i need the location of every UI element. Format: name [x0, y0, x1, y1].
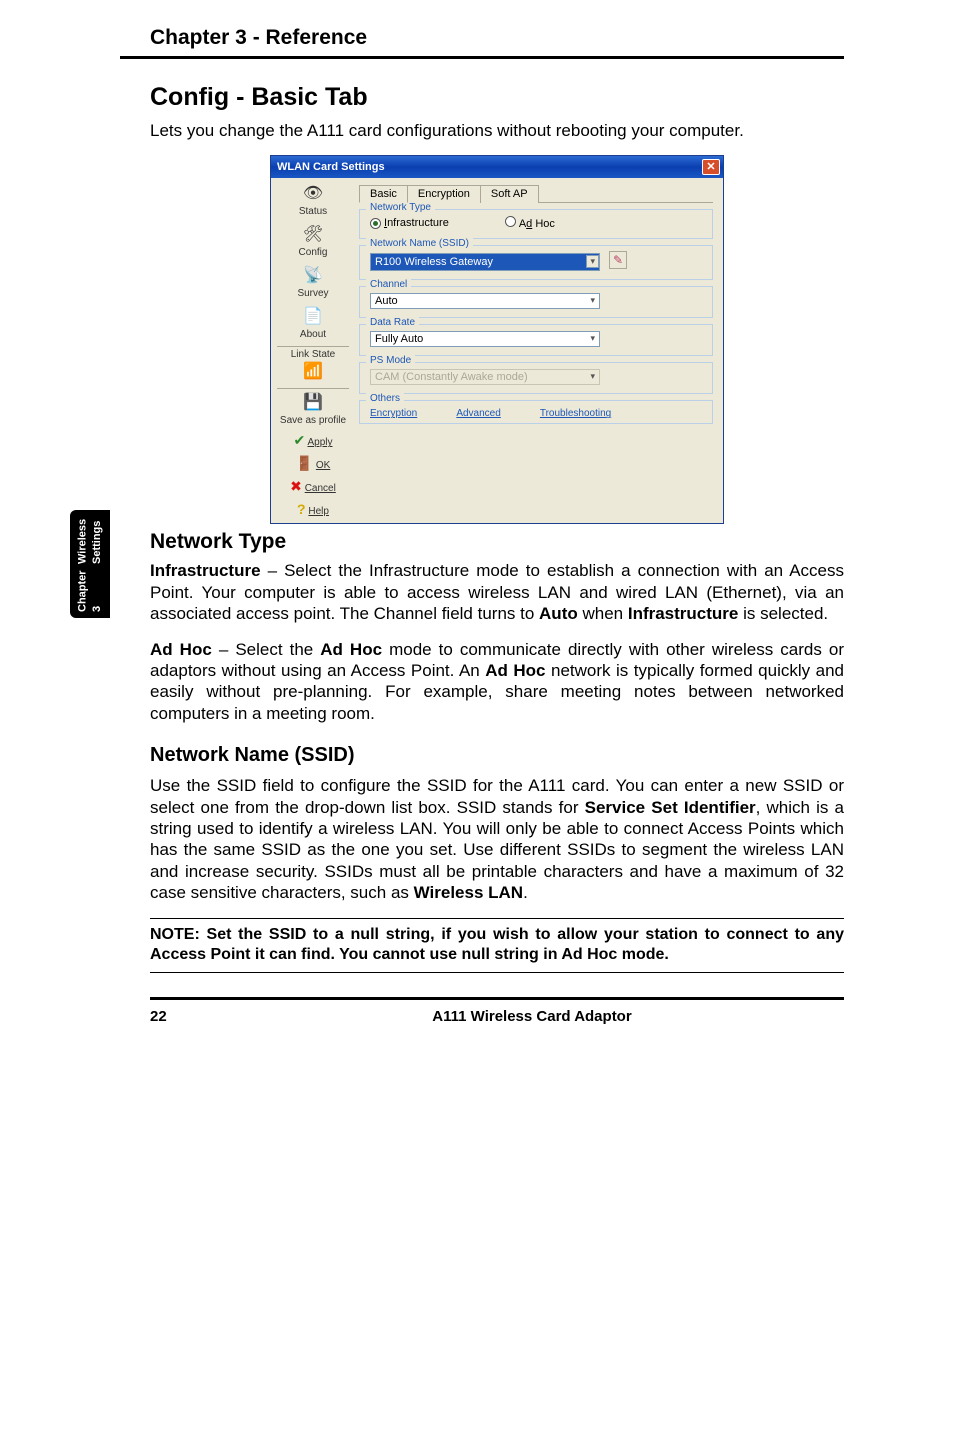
ssid-combo[interactable]: R100 Wireless Gateway▾ — [370, 253, 600, 271]
group-datarate: Data Rate Fully Auto▾ — [359, 324, 713, 356]
about-icon: 📄 — [300, 305, 326, 327]
sidebar-label: Status — [271, 206, 355, 217]
heading-ssid: Network Name (SSID) — [150, 744, 844, 767]
save-icon: 💾 — [300, 391, 326, 413]
para-infrastructure: Infrastructure – Select the Infrastructu… — [150, 560, 844, 624]
radio-icon — [370, 218, 381, 229]
sidebar-label: Config — [271, 247, 355, 258]
chevron-down-icon: ▾ — [590, 333, 595, 344]
sidebar-label: OK — [316, 460, 330, 471]
sidebar-item-help[interactable]: ? Help — [271, 501, 355, 517]
chevron-down-icon: ▾ — [590, 371, 595, 382]
radio-icon — [505, 216, 516, 227]
channel-combo[interactable]: Auto▾ — [370, 293, 600, 309]
legend: PS Mode — [366, 355, 415, 366]
tab-basic[interactable]: Basic — [359, 185, 408, 203]
tab-softap[interactable]: Soft AP — [480, 185, 539, 203]
side-tab: Chapter 3 Wireless Settings — [70, 510, 110, 618]
wlan-sidebar: 👁 Status 🛠 Config 📡 Survey 📄 About Link Stat… — [271, 178, 355, 523]
config-icon: 🛠 — [300, 223, 326, 245]
link-troubleshooting[interactable]: Troubleshooting — [540, 408, 611, 419]
sidebar-label: Survey — [271, 288, 355, 299]
close-icon[interactable]: ✕ — [702, 159, 720, 175]
para-ssid: Use the SSID field to configure the SSID… — [150, 775, 844, 903]
sidebar-item-config[interactable]: 🛠 Config — [271, 223, 355, 258]
sidebar-label: Help — [308, 506, 329, 517]
note-text: NOTE: Set the SSID to a null string, if … — [150, 925, 844, 966]
wlan-window: WLAN Card Settings ✕ 👁 Status 🛠 Config 📡 Su… — [270, 155, 724, 524]
group-ssid: Network Name (SSID) R100 Wireless Gatewa… — [359, 245, 713, 280]
wlan-title: WLAN Card Settings — [277, 161, 385, 173]
sidebar-item-apply[interactable]: ✔ Apply — [271, 432, 355, 449]
linkstate-label: Link State — [271, 349, 355, 360]
page-number: 22 — [150, 1008, 220, 1025]
side-tab-l2: Wireless Settings — [76, 516, 105, 564]
chevron-down-icon: ▾ — [590, 295, 595, 306]
legend: Network Type — [366, 202, 435, 213]
legend: Data Rate — [366, 317, 419, 328]
section-title: Config - Basic Tab — [150, 83, 844, 112]
link-encryption[interactable]: Encryption — [370, 408, 417, 419]
tab-encryption[interactable]: Encryption — [407, 185, 481, 203]
group-channel: Channel Auto▾ — [359, 286, 713, 318]
sidebar-label: About — [271, 329, 355, 340]
sidebar-item-cancel[interactable]: ✖ Cancel — [271, 478, 355, 495]
sidebar-item-survey[interactable]: 📡 Survey — [271, 264, 355, 299]
sidebar-label: Cancel — [305, 483, 336, 494]
sidebar-label: Apply — [307, 437, 332, 448]
sidebar-item-about[interactable]: 📄 About — [271, 305, 355, 340]
chapter-header: Chapter 3 - Reference — [120, 26, 844, 59]
group-psmode: PS Mode CAM (Constantly Awake mode)▾ — [359, 362, 713, 394]
wlan-titlebar: WLAN Card Settings ✕ — [271, 156, 723, 178]
link-advanced[interactable]: Advanced — [456, 408, 500, 419]
sidebar-linkstate: Link State📶 — [271, 349, 355, 382]
section-intro: Lets you change the A111 card configurat… — [150, 120, 844, 141]
cancel-icon: ✖ — [290, 478, 302, 494]
sidebar-item-save[interactable]: 💾 Save as profile — [271, 391, 355, 426]
group-network-type: Network Type IInfrastructurenfrastructur… — [359, 209, 713, 239]
chevron-down-icon: ▾ — [586, 255, 599, 268]
page-footer: 22 A111 Wireless Card Adaptor — [150, 997, 844, 1025]
survey-icon: 📡 — [300, 264, 326, 286]
tab-bar: Basic Encryption Soft AP — [359, 184, 713, 203]
heading-network-type: Network Type — [150, 530, 844, 554]
note-block: NOTE: Set the SSID to a null string, if … — [150, 918, 844, 973]
edit-ssid-button[interactable]: ✎ — [609, 251, 627, 269]
help-icon: ? — [297, 501, 306, 517]
para-adhoc: Ad Hoc – Select the Ad Hoc mode to commu… — [150, 639, 844, 725]
legend: Network Name (SSID) — [366, 238, 473, 249]
psmode-combo: CAM (Constantly Awake mode)▾ — [370, 369, 600, 385]
footer-title: A111 Wireless Card Adaptor — [220, 1008, 844, 1025]
group-others: Others Encryption Advanced Troubleshooti… — [359, 400, 713, 424]
side-tab-l1: Chapter 3 — [76, 570, 105, 612]
sidebar-item-status[interactable]: 👁 Status — [271, 182, 355, 217]
sidebar-item-ok[interactable]: 🚪 OK — [271, 455, 355, 472]
radio-infrastructure[interactable]: IInfrastructurenfrastructure — [370, 217, 449, 229]
sidebar-label: Save as profile — [271, 415, 355, 426]
legend: Channel — [366, 279, 411, 290]
datarate-combo[interactable]: Fully Auto▾ — [370, 331, 600, 347]
legend: Others — [366, 393, 404, 404]
ok-icon: 🚪 — [296, 455, 313, 471]
status-icon: 👁 — [300, 182, 326, 204]
radio-adhoc[interactable]: Ad Hoc — [505, 216, 555, 230]
apply-icon: ✔ — [294, 432, 306, 448]
linkstate-icon: 📶 — [300, 360, 326, 382]
